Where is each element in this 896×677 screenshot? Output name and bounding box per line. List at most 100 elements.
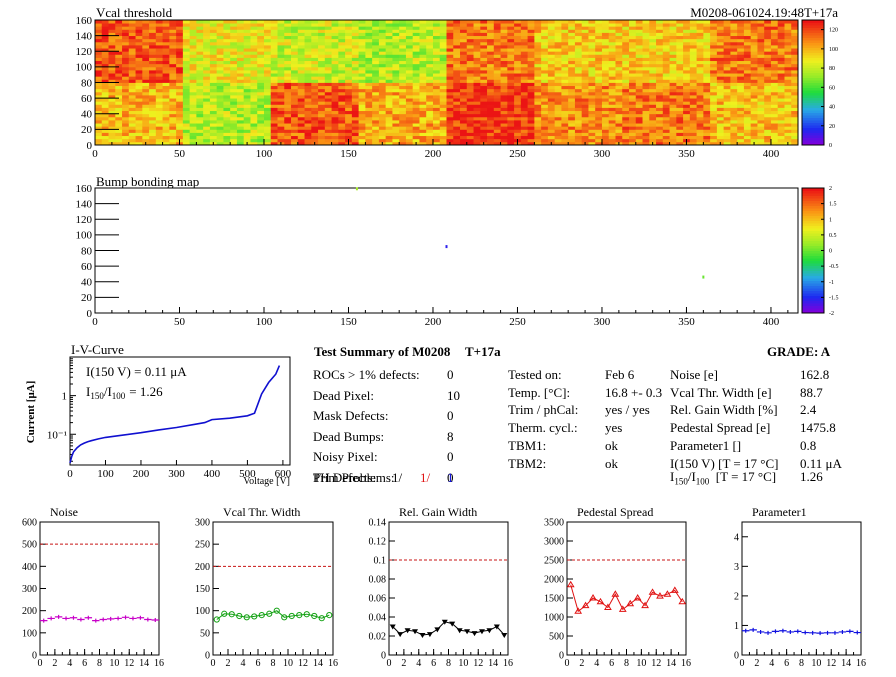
- threshold-cell: [541, 101, 549, 105]
- threshold-cell: [243, 20, 251, 24]
- threshold-cell: [743, 35, 752, 40]
- threshold-cell: [196, 132, 204, 137]
- threshold-cell: [581, 63, 589, 68]
- threshold-cell: [426, 82, 434, 87]
- threshold-cell: [412, 116, 420, 121]
- threshold-cell: [155, 135, 163, 140]
- threshold-cell: [203, 110, 211, 115]
- palette-step: [802, 303, 824, 306]
- threshold-cell: [514, 85, 522, 90]
- threshold-cell: [608, 141, 616, 145]
- threshold-cell: [466, 57, 474, 62]
- threshold-cell: [432, 63, 441, 68]
- threshold-cell: [770, 116, 779, 121]
- threshold-cell: [351, 76, 360, 80]
- threshold-cell: [95, 38, 103, 43]
- threshold-cell: [764, 91, 772, 96]
- threshold-cell: [649, 63, 657, 68]
- threshold-cell: [791, 98, 798, 102]
- threshold-cell: [108, 60, 116, 65]
- threshold-cell: [662, 45, 670, 49]
- threshold-cell: [764, 95, 772, 99]
- threshold-cell: [750, 54, 758, 58]
- threshold-cell: [412, 132, 420, 137]
- threshold-cell: [487, 45, 495, 49]
- threshold-cell: [250, 138, 258, 143]
- threshold-cell: [351, 73, 360, 77]
- bump-point: [445, 245, 448, 249]
- threshold-cell: [149, 41, 157, 46]
- threshold-cell: [642, 23, 650, 27]
- threshold-cell: [95, 32, 103, 37]
- threshold-cell: [676, 113, 684, 118]
- threshold-cell: [534, 35, 542, 40]
- threshold-cell: [649, 23, 657, 27]
- threshold-cell: [412, 91, 420, 96]
- threshold-cell: [412, 45, 420, 49]
- threshold-cell: [345, 29, 353, 33]
- threshold-cell: [500, 35, 508, 40]
- threshold-cell: [716, 126, 725, 130]
- threshold-cell: [649, 66, 657, 71]
- threshold-cell: [345, 26, 353, 30]
- threshold-cell: [615, 116, 623, 121]
- threshold-cell: [277, 82, 285, 87]
- threshold-cell: [703, 138, 711, 143]
- threshold-cell: [716, 48, 725, 52]
- threshold-cell: [507, 41, 515, 46]
- threshold-cell: [426, 45, 434, 49]
- noise-point: [151, 617, 159, 622]
- noise-x-tick-label: 6: [82, 658, 87, 669]
- rel-gain-width-x-tick-label: 12: [473, 658, 483, 669]
- threshold-cell: [750, 48, 758, 52]
- threshold-cell: [615, 132, 623, 137]
- threshold-cell: [764, 85, 772, 90]
- threshold-cell: [480, 120, 488, 124]
- threshold-cell: [338, 91, 346, 96]
- threshold-cell: [473, 82, 481, 87]
- threshold-cell: [588, 23, 596, 27]
- threshold-cell: [311, 70, 319, 74]
- threshold-cell: [574, 101, 583, 105]
- threshold-cell: [101, 20, 109, 24]
- threshold-cell: [784, 48, 792, 52]
- threshold-cell: [520, 54, 529, 58]
- ph-defect-value: 1: [447, 470, 454, 485]
- threshold-cell: [405, 26, 414, 30]
- threshold-cell: [358, 129, 366, 133]
- threshold-cell: [615, 51, 623, 55]
- threshold-cell: [385, 48, 393, 52]
- threshold-cell: [730, 38, 738, 43]
- threshold-cell: [730, 41, 738, 46]
- threshold-cell: [399, 38, 407, 43]
- threshold-cell: [561, 95, 569, 99]
- threshold-cell: [128, 116, 136, 121]
- threshold-cell: [318, 51, 326, 55]
- threshold-cell: [108, 123, 116, 127]
- threshold-cell: [149, 98, 157, 102]
- parameter1-point: [831, 630, 839, 635]
- threshold-cell: [737, 85, 745, 90]
- threshold-cell: [169, 38, 177, 43]
- threshold-cell: [419, 41, 427, 46]
- threshold-cell: [493, 32, 501, 37]
- threshold-cell: [101, 76, 109, 80]
- threshold-cell: [574, 60, 583, 65]
- threshold-cell: [764, 79, 772, 83]
- threshold-cell: [696, 57, 704, 62]
- threshold-cell: [662, 107, 670, 112]
- threshold-cell: [128, 60, 136, 65]
- threshold-cell: [250, 141, 258, 145]
- threshold-cell: [460, 123, 468, 127]
- threshold-cell: [791, 91, 798, 96]
- threshold-cell: [588, 20, 596, 24]
- threshold-cell: [703, 132, 711, 137]
- threshold-cell: [399, 116, 407, 121]
- threshold-cell: [487, 82, 495, 87]
- threshold-cell: [493, 110, 501, 115]
- threshold-cell: [629, 85, 637, 90]
- threshold-cell: [263, 35, 272, 40]
- threshold-cell: [710, 85, 718, 90]
- threshold-cell: [689, 135, 698, 140]
- threshold-cell: [236, 45, 245, 49]
